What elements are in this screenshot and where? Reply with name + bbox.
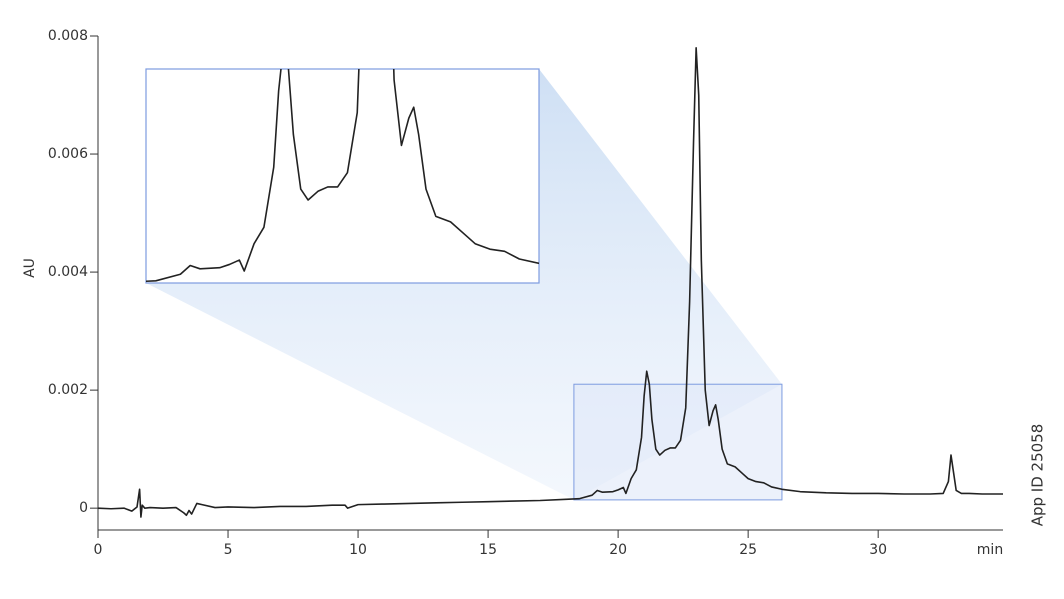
x-axis-label: min (977, 542, 1003, 558)
zoom-box (573, 383, 783, 501)
y-tick-label: 0.006 (48, 146, 88, 162)
y-tick-label: 0 (79, 500, 88, 516)
x-tick-label: 30 (869, 542, 887, 558)
zoom-layer (145, 68, 783, 501)
y-axis-label: AU (22, 258, 38, 278)
inset-line (146, 69, 539, 283)
annotation: App ID 25058 (1029, 424, 1047, 527)
x-tick-label: 25 (739, 542, 757, 558)
chromatogram-line (97, 47, 1003, 518)
y-tick-label: 0.008 (48, 28, 88, 44)
inset-frame (145, 68, 540, 284)
x-tick-label: 20 (609, 542, 627, 558)
x-tick-label: 10 (349, 542, 367, 558)
x-tick-label: 15 (479, 542, 497, 558)
y-tick-label: 0.004 (48, 264, 88, 280)
x-tick-label: 5 (224, 542, 233, 558)
x-tick-label: 0 (94, 542, 103, 558)
y-tick-label: 0.002 (48, 382, 88, 398)
